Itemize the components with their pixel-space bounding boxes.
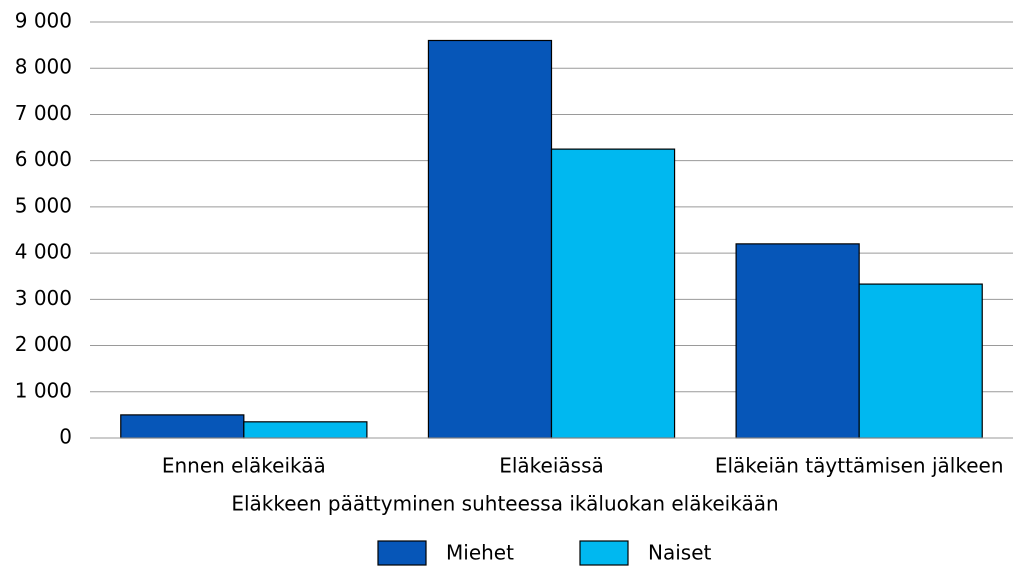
legend-label: Naiset [648, 541, 711, 565]
legend-swatch [579, 540, 629, 566]
y-tick-label: 8 000 [15, 55, 72, 79]
y-tick-label: 2 000 [15, 332, 72, 356]
legend-label: Miehet [446, 541, 514, 565]
x-tick-label: Ennen eläkeikää [162, 454, 326, 478]
y-tick-label: 7 000 [15, 101, 72, 125]
y-tick-label: 1 000 [15, 378, 72, 402]
bar [120, 414, 245, 439]
x-axis-label: Eläkkeen päättyminen suhteessa ikäluokan… [231, 492, 778, 516]
y-tick-label: 4 000 [15, 240, 72, 264]
y-tick-label: 9 000 [15, 9, 72, 33]
y-tick-label: 6 000 [15, 147, 72, 171]
bar [550, 148, 676, 439]
bar [427, 39, 553, 439]
y-tick-label: 0 [59, 425, 72, 449]
bar [243, 421, 368, 439]
y-tick-label: 5 000 [15, 193, 72, 217]
bar [858, 283, 983, 439]
y-tick-label: 3 000 [15, 286, 72, 310]
legend-swatch [377, 540, 427, 566]
bar [735, 243, 860, 439]
x-tick-label: Eläkeiässä [499, 454, 604, 478]
x-tick-label: Eläkeiän täyttämisen jälkeen [715, 454, 1004, 478]
